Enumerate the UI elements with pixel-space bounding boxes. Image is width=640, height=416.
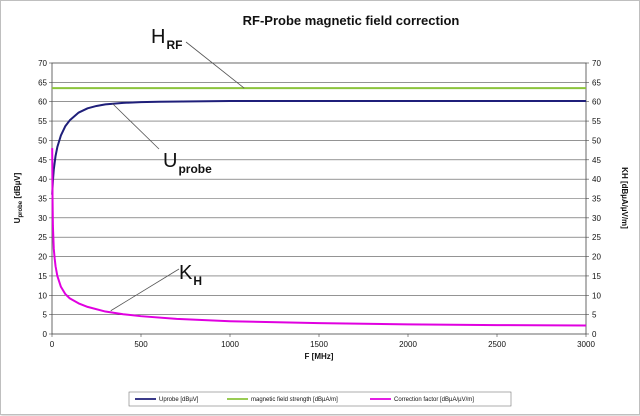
x-tick-label: 500	[134, 340, 148, 349]
legend-label-correction-factor: Correction factor [dBµA/µV/m]	[394, 397, 474, 403]
annotation-leader-hrf	[185, 41, 245, 89]
x-axis-label: F [MHz]	[305, 352, 334, 361]
annotation-leader-uprobe	[112, 103, 160, 150]
y-axis-label-right: KH [dBµA/µV/m]	[620, 167, 629, 229]
y2-tick-label: 45	[592, 156, 601, 165]
y2-tick-label: 40	[592, 175, 601, 184]
y-axis-label-left-unit: [dBµV]	[13, 172, 22, 200]
y2-tick-label: 55	[592, 117, 601, 126]
annotation-leader-kh	[110, 268, 180, 312]
annotation-hrf-main: H	[151, 26, 165, 48]
y-tick-label: 65	[38, 78, 47, 87]
y2-tick-label: 50	[592, 136, 601, 145]
y-tick-label: 0	[43, 330, 48, 339]
y-axis-label-left-main: U	[13, 217, 22, 223]
x-tick-label: 2000	[399, 340, 417, 349]
series-line-correction-factor	[51, 148, 587, 327]
legend-box	[128, 391, 512, 407]
y-tick-label: 35	[38, 195, 47, 204]
y2-tick-label: 10	[592, 291, 601, 300]
x-tick-label: 1000	[221, 340, 239, 349]
y-tick-label: 50	[38, 136, 47, 145]
y-tick-label: 45	[38, 156, 47, 165]
y-axis-label-left: Uprobe [dBµV]	[13, 172, 24, 223]
y-axis-label-left-sub: probe	[18, 200, 24, 217]
y-tick-label: 30	[38, 214, 47, 223]
y2-tick-label: 35	[592, 195, 601, 204]
x-tick-label: 2500	[488, 340, 506, 349]
legend-label-uprobe: Uprobe [dBµV]	[159, 397, 199, 403]
annotation-hrf: HRF	[151, 26, 182, 52]
annotation-uprobe: Uprobe	[163, 150, 212, 176]
legend: Uprobe [dBµV] magnetic field strength [d…	[128, 391, 512, 407]
y2-tick-label: 25	[592, 233, 601, 242]
y-tick-label: 55	[38, 117, 47, 126]
annotation-kh: KH	[179, 262, 202, 288]
y2-tick-label: 30	[592, 214, 601, 223]
x-tick-label: 0	[50, 340, 55, 349]
y2-tick-label: 15	[592, 272, 601, 281]
chart-title: RF-Probe magnetic field correction	[243, 13, 460, 28]
annotation-hrf-sub: RF	[166, 38, 182, 52]
y-tick-label: 25	[38, 233, 47, 242]
annotation-uprobe-main: U	[163, 150, 177, 172]
x-tick-label: 3000	[577, 340, 595, 349]
y2-tick-label: 5	[592, 311, 597, 320]
y-tick-label: 15	[38, 272, 47, 281]
x-tick-label: 1500	[310, 340, 328, 349]
annotation-kh-sub: H	[193, 274, 202, 288]
y-tick-label: 20	[38, 253, 47, 262]
y-tick-label: 10	[38, 291, 47, 300]
y2-tick-label: 65	[592, 78, 601, 87]
y-tick-label: 70	[38, 59, 47, 68]
series-layer	[51, 87, 587, 327]
series-line-uprobe	[51, 99, 586, 195]
grid-lines	[49, 62, 589, 337]
annotation-uprobe-sub: probe	[178, 162, 212, 176]
y-tick-label: 5	[43, 311, 48, 320]
y2-tick-label: 60	[592, 98, 601, 107]
y-tick-label: 40	[38, 175, 47, 184]
y2-tick-label: 0	[592, 330, 597, 339]
legend-label-field-strength: magnetic field strength [dBµA/m]	[251, 397, 338, 403]
y2-tick-label: 70	[592, 59, 601, 68]
y-tick-label: 60	[38, 98, 47, 107]
y2-tick-label: 20	[592, 253, 601, 262]
annotation-kh-main: K	[179, 262, 193, 284]
